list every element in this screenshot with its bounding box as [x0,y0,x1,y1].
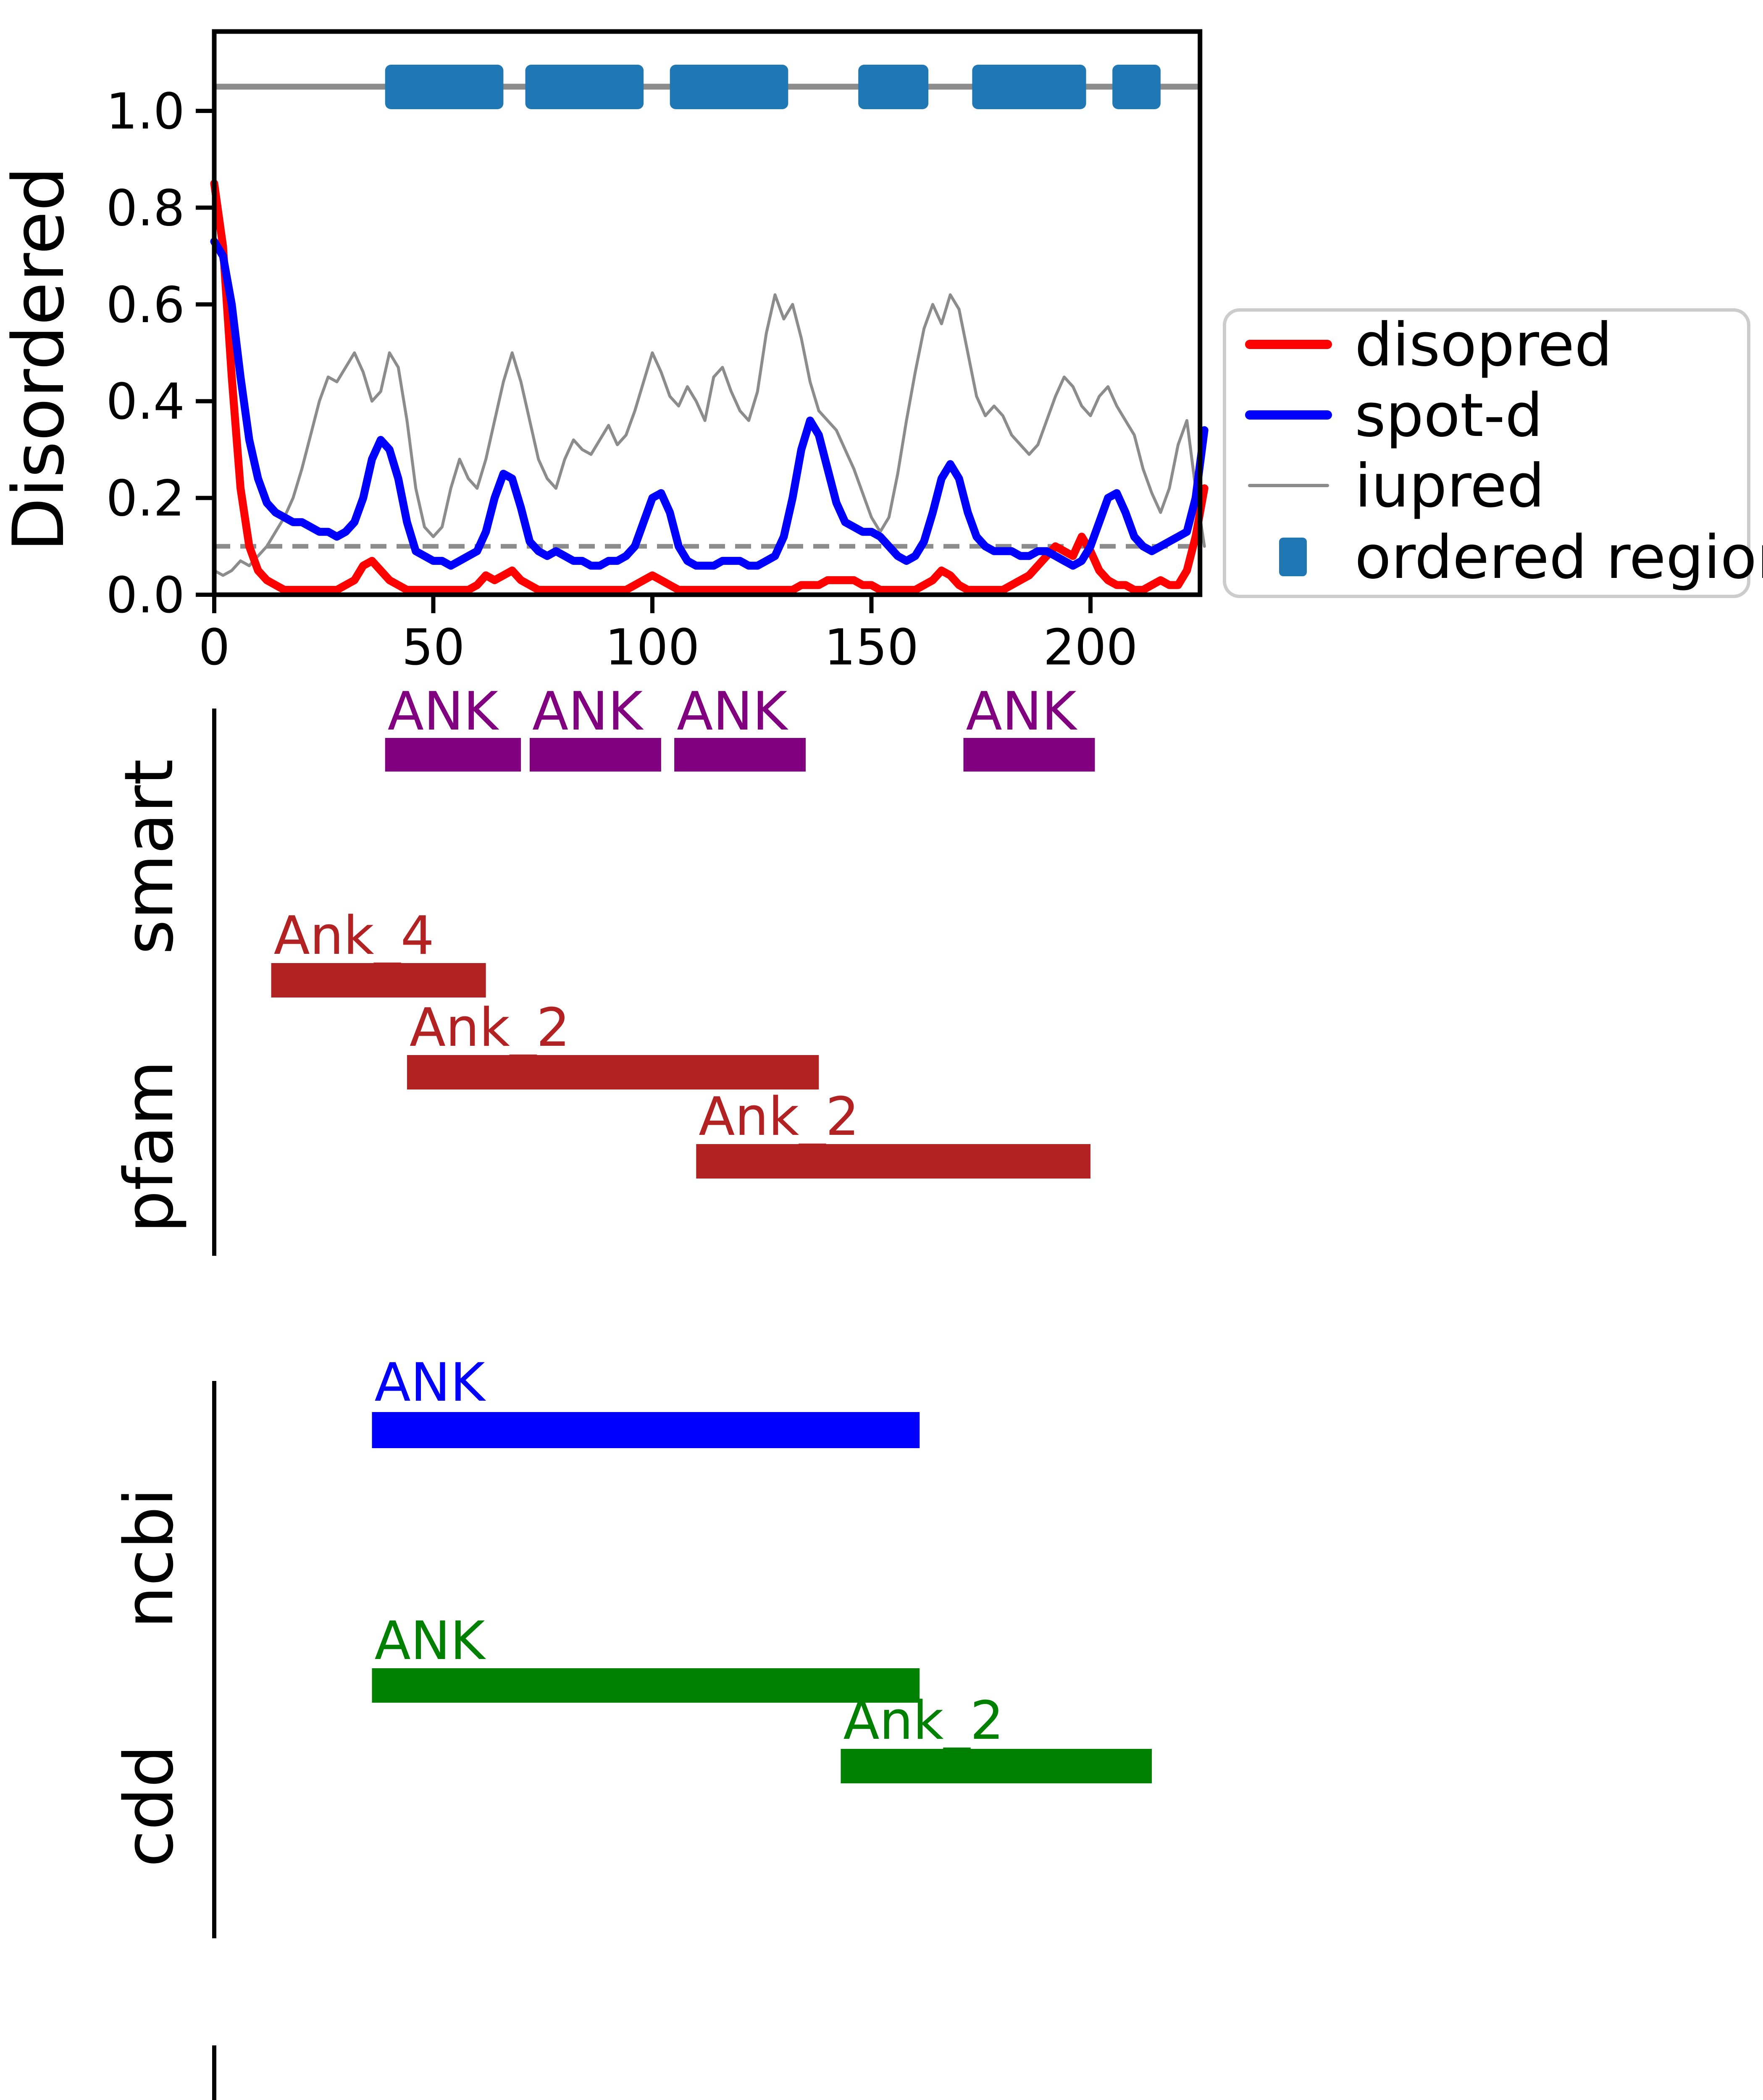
domain-bar-pfam [271,963,486,998]
domain-bar-pfam [696,1144,1090,1179]
y-tick-label: 0.2 [106,470,185,528]
ordered-region-bar [385,65,504,109]
domain-label: ANK [677,680,788,742]
domain-bar-cdd [372,1668,920,1703]
domain-label: ANK [388,680,499,742]
domain-bar-pfam [407,1055,819,1089]
disorder-plot: 0 50 100 150 200 0.0 0.2 0.4 0.6 0.8 1.0 Disordered… [0,29,1763,676]
ss-nes-panel: SSHelixCoilSheetNES#4#9ExperimentalNES p… [212,2045,216,2100]
track-name-ncbi: ncbi [110,1488,188,1628]
disopred-line [210,179,1209,594]
iupred-line [213,293,1206,577]
ordered-region-bar [972,65,1086,109]
domain-panel-2: ncbi ANK cdd ANK Ank_2 [110,1352,1152,1938]
x-tick-label: 50 [402,618,465,676]
domain-bar-ncbi [372,1412,920,1448]
legend-label: iupred [1355,452,1545,521]
domain-bar-smart [385,738,521,772]
ordered-region-bar [1112,65,1161,109]
legend-label: disopred [1355,310,1612,380]
domain-label: Ank_2 [843,1690,1004,1751]
domain-label: ANK [532,680,644,742]
y-tick-label: 0.8 [106,179,185,237]
track-name-pfam: pfam [110,1060,188,1233]
y-tick-label: 0.6 [106,276,185,334]
legend-label: ordered region [1355,523,1763,592]
track-name-smart: smart [110,759,188,955]
ordered-region-bar [525,65,644,109]
x-tick-label: 200 [1043,618,1138,676]
x-tick-label: 100 [605,618,699,676]
plot-border [212,29,1203,597]
spot-d-line [210,237,1209,570]
y-tick-label: 1.0 [106,82,185,140]
legend-label: spot-d [1355,381,1543,450]
domain-bar-smart [963,738,1095,772]
ordered-region-bar [670,65,788,109]
domain-label: Ank_2 [410,997,570,1058]
domain-panel-1: smart ANK ANK ANK ANK pfam Ank_4 Ank_2 Ank_2 [110,680,1095,1256]
x-tick-label: 150 [824,618,919,676]
x-tick-label: 0 [198,618,230,676]
domain-label: Ank_4 [274,905,434,966]
domain-bar-smart [529,738,661,772]
track-name-cdd: cdd [110,1745,188,1867]
legend-swatch-square [1279,538,1307,576]
ordered-region-bar [858,65,929,109]
domain-bar-smart [674,738,806,772]
domain-label: ANK [374,1352,486,1413]
y-tick-label: 0.4 [106,373,185,430]
legend-box [1223,308,1750,598]
domain-label: ANK [374,1610,486,1672]
domain-label: Ank_2 [699,1086,859,1147]
domain-bar-cdd [841,1749,1152,1783]
y-tick-label: 0.0 [106,566,185,624]
domain-label: ANK [966,680,1078,742]
y-axis-label: Disordered [0,166,80,552]
